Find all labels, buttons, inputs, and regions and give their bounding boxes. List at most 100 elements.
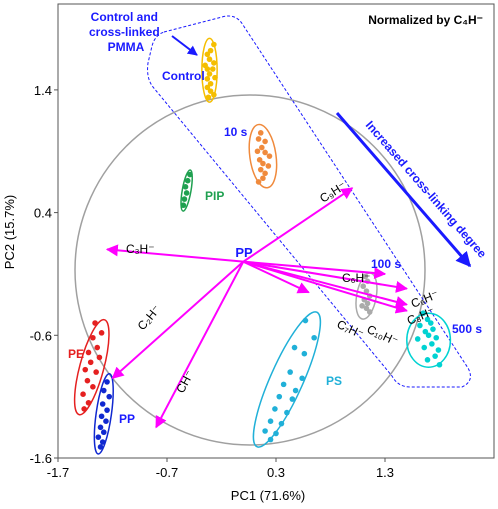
point-10-s bbox=[265, 163, 272, 169]
point-ps bbox=[276, 393, 283, 400]
ellipse-ps bbox=[252, 311, 322, 448]
ellipse-10-s bbox=[248, 123, 278, 189]
point-ps bbox=[311, 334, 317, 341]
point-ps bbox=[287, 369, 293, 375]
point-500-s bbox=[421, 344, 428, 351]
point-500-s bbox=[422, 328, 429, 335]
point-control bbox=[211, 41, 217, 48]
point-pp bbox=[97, 424, 104, 431]
y-tick-label: 0.4 bbox=[34, 206, 52, 221]
point-ps bbox=[278, 420, 285, 427]
point-500-s bbox=[424, 357, 431, 363]
point-500-s bbox=[433, 334, 440, 341]
axes: -1.7 -0.7 0.3 1.3 1.4 0.4 -0.6 -1.6 bbox=[30, 83, 394, 480]
group-points bbox=[80, 41, 443, 450]
point-control bbox=[206, 71, 213, 77]
loading-vector bbox=[242, 260, 310, 294]
loading-vector bbox=[105, 244, 244, 263]
point-pe bbox=[87, 359, 94, 366]
group-ellipses bbox=[73, 37, 452, 455]
point-500-s bbox=[432, 353, 438, 359]
point-10-s bbox=[259, 144, 265, 151]
point-100-s bbox=[364, 300, 371, 307]
point-pp bbox=[100, 387, 107, 394]
loading-vector bbox=[243, 260, 387, 279]
point-control bbox=[205, 94, 212, 101]
point-ps bbox=[280, 381, 287, 388]
point-pip bbox=[184, 177, 191, 184]
point-pp bbox=[103, 418, 109, 424]
point-ps bbox=[301, 350, 308, 357]
point-ps bbox=[302, 317, 309, 324]
y-axis-label: PC2 (15.7%) bbox=[2, 195, 17, 269]
point-pp bbox=[104, 407, 110, 413]
point-control bbox=[206, 56, 213, 63]
point-pp bbox=[104, 379, 110, 385]
point-500-s bbox=[420, 310, 426, 317]
point-500-s bbox=[429, 341, 435, 347]
control-annotation-line-3: PMMA bbox=[108, 40, 145, 54]
point-pe bbox=[94, 344, 101, 351]
point-control bbox=[204, 84, 211, 91]
point-pe bbox=[90, 384, 96, 390]
ellipse-500-s bbox=[406, 312, 452, 368]
point-ps bbox=[267, 418, 274, 424]
point-pp bbox=[99, 401, 106, 407]
point-pe bbox=[92, 320, 98, 326]
point-ps bbox=[267, 436, 274, 443]
point-pip bbox=[187, 171, 193, 178]
point-500-s bbox=[430, 326, 436, 332]
point-100-s bbox=[366, 309, 373, 315]
loading-vector bbox=[242, 187, 354, 263]
ellipse-pp bbox=[93, 372, 114, 455]
crosslink-group-box bbox=[147, 15, 471, 388]
point-pe bbox=[82, 366, 89, 373]
y-tick-label: 1.4 bbox=[34, 83, 52, 98]
point-pe bbox=[84, 377, 91, 384]
point-control bbox=[207, 47, 214, 54]
ellipse-pe bbox=[73, 318, 110, 416]
chart-title: Normalized by C₄H⁻ bbox=[368, 13, 483, 27]
point-10-s bbox=[260, 175, 266, 182]
loading-vector bbox=[111, 260, 244, 380]
point-pe bbox=[93, 369, 99, 375]
point-10-s bbox=[266, 153, 273, 159]
point-control bbox=[204, 51, 211, 58]
point-pp bbox=[100, 429, 107, 436]
point-pp bbox=[99, 439, 106, 445]
point-control bbox=[207, 80, 214, 87]
point-500-s bbox=[425, 332, 432, 339]
point-ps bbox=[262, 428, 268, 434]
point-control bbox=[212, 74, 218, 81]
point-10-s bbox=[255, 179, 262, 185]
point-500-s bbox=[424, 316, 431, 323]
x-tick-label: 1.3 bbox=[376, 465, 394, 480]
point-ps bbox=[272, 406, 278, 412]
x-axis-label: PC1 (71.6%) bbox=[231, 488, 305, 503]
point-ps bbox=[273, 430, 279, 437]
point-pe bbox=[90, 334, 96, 341]
control-group-annotation: Control and cross-linked PMMA bbox=[89, 10, 163, 54]
cross-linking-arrow bbox=[335, 112, 472, 268]
loading-vector bbox=[243, 260, 408, 314]
point-control bbox=[209, 66, 216, 72]
point-10-s bbox=[255, 136, 262, 142]
point-pe bbox=[80, 391, 86, 397]
point-100-s bbox=[363, 288, 370, 294]
point-ps bbox=[292, 387, 299, 394]
point-pe bbox=[98, 330, 105, 336]
point-10-s bbox=[254, 148, 261, 155]
point-control bbox=[204, 66, 211, 72]
point-500-s bbox=[427, 320, 434, 326]
point-pp bbox=[95, 434, 102, 440]
point-control bbox=[211, 60, 217, 66]
point-ps bbox=[289, 396, 296, 402]
point-10-s bbox=[262, 138, 268, 145]
y-tick-label: -0.6 bbox=[30, 328, 52, 343]
y-tick-label: -1.6 bbox=[30, 451, 52, 466]
x-tick-label: -1.7 bbox=[47, 465, 69, 480]
point-pp bbox=[98, 413, 105, 420]
point-pip bbox=[183, 190, 190, 196]
point-100-s bbox=[360, 283, 367, 290]
